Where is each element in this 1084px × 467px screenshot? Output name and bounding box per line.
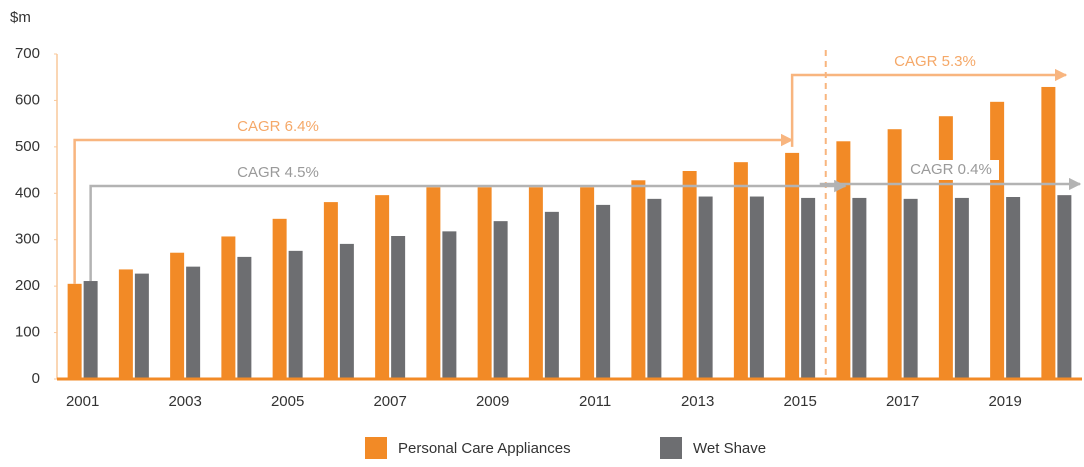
bar [134, 273, 149, 379]
x-tick-label: 2009 [476, 393, 509, 410]
cagr-label: CAGR 0.4% [910, 161, 992, 178]
bar [170, 252, 185, 379]
bar [528, 187, 543, 379]
bar [391, 236, 406, 379]
x-tick-label: 2001 [66, 393, 99, 410]
bar [118, 269, 133, 379]
x-tick-label: 2003 [168, 393, 201, 410]
y-tick-label: 500 [15, 138, 40, 155]
bar [733, 162, 748, 379]
bar [631, 180, 646, 379]
bar [237, 256, 252, 379]
bar [272, 218, 287, 379]
x-tick-label: 2005 [271, 393, 304, 410]
bar [288, 250, 303, 379]
cagr-arrow [73, 133, 794, 284]
bar [698, 196, 713, 379]
bar [323, 202, 338, 379]
legend-swatch [660, 437, 682, 459]
bar [596, 204, 611, 379]
bar [954, 197, 969, 379]
bar [887, 129, 902, 379]
cagr-label: CAGR 6.4% [237, 118, 319, 135]
x-tick-label: 2007 [373, 393, 406, 410]
bar [785, 152, 800, 379]
bar [1006, 197, 1021, 379]
bar [749, 196, 764, 379]
cagr-arrow [790, 68, 1068, 147]
y-tick-label: 200 [15, 277, 40, 294]
bar [186, 266, 201, 379]
y-tick-label: 400 [15, 184, 40, 201]
x-tick-label: 2013 [681, 393, 714, 410]
bar [442, 231, 457, 379]
cagr-label: CAGR 5.3% [894, 53, 976, 70]
bar [477, 187, 492, 379]
bar [938, 116, 953, 379]
bar [221, 236, 236, 379]
y-tick-label: 100 [15, 324, 40, 341]
bar [580, 187, 595, 379]
bar [67, 283, 82, 379]
bar [493, 221, 508, 379]
bar [836, 141, 851, 379]
x-tick-label: 2019 [988, 393, 1021, 410]
x-tick-label: 2011 [579, 393, 611, 410]
y-tick-label: 700 [15, 45, 40, 62]
y-axis-label: $m [10, 9, 31, 26]
x-tick-label: 2017 [886, 393, 919, 410]
bar [903, 198, 918, 379]
bar [852, 197, 867, 379]
legend-label: Wet Shave [693, 440, 766, 457]
bar [544, 211, 559, 379]
y-tick-label: 300 [15, 231, 40, 248]
bar [339, 243, 354, 379]
x-tick-label: 2015 [783, 393, 816, 410]
bar [647, 198, 662, 379]
y-tick-label: 0 [32, 370, 40, 387]
bar [1041, 86, 1056, 379]
bar [990, 101, 1005, 380]
legend-swatch [365, 437, 387, 459]
bar [682, 171, 697, 379]
bar [1057, 195, 1072, 379]
bar [375, 195, 390, 379]
legend-label: Personal Care Appliances [398, 440, 571, 457]
bar [801, 197, 816, 379]
bar [83, 281, 98, 379]
cagr-arrow [89, 179, 847, 282]
y-tick-label: 600 [15, 91, 40, 108]
bar [426, 187, 441, 379]
cagr-label: CAGR 4.5% [237, 164, 319, 181]
label-bg [903, 160, 999, 180]
